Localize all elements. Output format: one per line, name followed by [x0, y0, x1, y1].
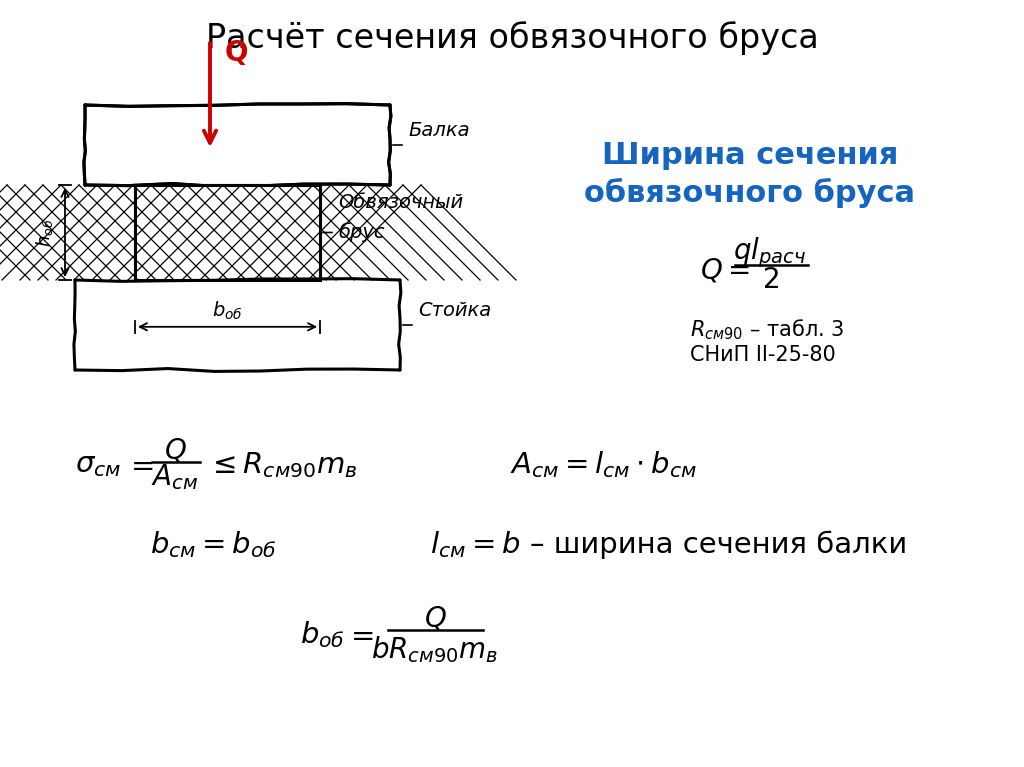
Text: $b_{об}$: $b_{об}$ — [300, 620, 345, 650]
Text: – ширина сечения балки: – ширина сечения балки — [530, 531, 907, 559]
Text: Ширина сечения: Ширина сечения — [602, 140, 898, 170]
Text: $\leq R_{см90}m_в$: $\leq R_{см90}m_в$ — [207, 450, 357, 480]
Text: $Q$: $Q$ — [164, 436, 186, 464]
Bar — [135, 185, 319, 280]
Text: $h_{об}$: $h_{об}$ — [34, 219, 55, 247]
Text: $ql_{расч}$: $ql_{расч}$ — [733, 235, 807, 270]
Text: обвязочного бруса: обвязочного бруса — [585, 178, 915, 208]
Text: $\sigma_{см}$: $\sigma_{см}$ — [75, 451, 121, 479]
Bar — [85, 105, 390, 185]
Text: Балка: Балка — [408, 121, 470, 140]
Text: $=$: $=$ — [125, 451, 154, 479]
Text: брус: брус — [338, 222, 385, 242]
Bar — [135, 185, 319, 280]
Text: Расчёт сечения обвязочного бруса: Расчёт сечения обвязочного бруса — [206, 21, 818, 55]
Text: $2$: $2$ — [762, 266, 778, 294]
Text: Обвязочный: Обвязочный — [338, 193, 463, 212]
Text: $b_{об}$: $b_{об}$ — [212, 299, 243, 322]
Text: $b_{см} = b_{об}$: $b_{см} = b_{об}$ — [150, 529, 276, 561]
Text: Q: Q — [225, 39, 249, 67]
Text: СНиП II-25-80: СНиП II-25-80 — [690, 345, 836, 365]
Text: Стойка: Стойка — [418, 301, 492, 320]
Text: $l_{см} = b$: $l_{см} = b$ — [430, 529, 520, 561]
Text: $R_{см90}$ – табл. 3: $R_{см90}$ – табл. 3 — [690, 318, 845, 342]
Text: $bR_{см90}m_в$: $bR_{см90}m_в$ — [372, 634, 499, 666]
Text: $Q =$: $Q =$ — [700, 256, 750, 284]
Text: $A_{см} = l_{см} \cdot b_{см}$: $A_{см} = l_{см} \cdot b_{см}$ — [510, 449, 697, 480]
Text: $A_{см}$: $A_{см}$ — [152, 462, 199, 492]
Text: $Q$: $Q$ — [424, 604, 446, 632]
Bar — [135, 185, 319, 280]
Text: $=$: $=$ — [345, 621, 374, 649]
Bar — [75, 280, 400, 370]
